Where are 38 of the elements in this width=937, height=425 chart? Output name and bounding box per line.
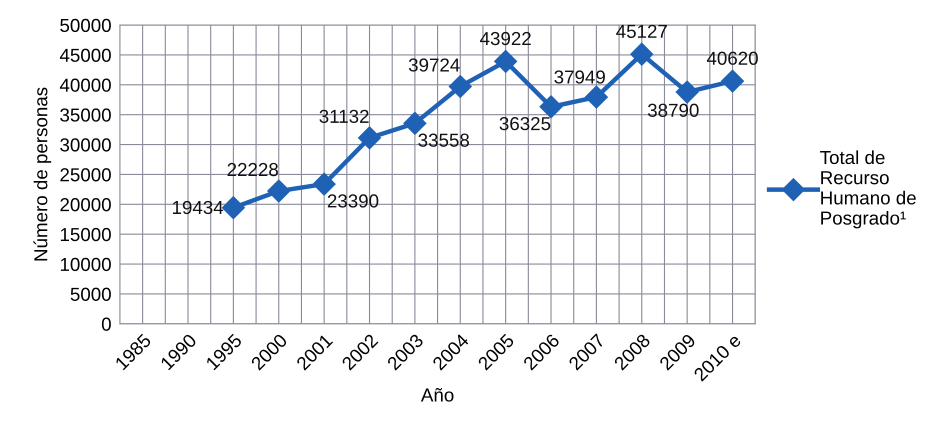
point — [267, 180, 290, 203]
y-tick-label: 35000 — [60, 108, 111, 122]
data-label: 45127 — [616, 24, 667, 38]
y-tick-label: 0 — [102, 318, 111, 331]
point — [721, 70, 744, 93]
point — [222, 196, 245, 220]
data-label: 38790 — [648, 104, 699, 117]
data-label: 43922 — [480, 32, 531, 46]
point — [494, 50, 518, 73]
y-tick-label: 45000 — [60, 48, 111, 62]
data-label: 40620 — [706, 52, 758, 65]
y-tick-label: 30000 — [60, 138, 111, 152]
data-label: 22228 — [228, 162, 278, 176]
y-axis-title: Número de personas — [33, 88, 52, 260]
y-tick-label: 5000 — [70, 288, 111, 301]
point — [312, 172, 336, 196]
point — [358, 126, 382, 150]
data-label: 36325 — [500, 117, 550, 130]
y-tick-label: 10000 — [60, 258, 111, 272]
y-tick-label: 50000 — [60, 18, 111, 32]
point — [676, 80, 699, 104]
point — [584, 86, 608, 109]
data-label: 33558 — [418, 134, 469, 147]
y-tick-label: 25000 — [60, 168, 111, 182]
point — [540, 95, 563, 118]
data-label: 39724 — [408, 58, 460, 72]
y-tick-label: 20000 — [60, 198, 111, 212]
data-label: 23390 — [328, 194, 378, 208]
point — [630, 42, 654, 66]
data-label: 31132 — [319, 110, 369, 124]
data-label: 37949 — [554, 70, 605, 84]
legend-label: Total de Recurso Humano de Posgrado¹ — [820, 150, 916, 228]
point — [448, 74, 472, 98]
point — [403, 112, 426, 135]
data-label: 19434 — [172, 200, 224, 214]
x-axis-title: Año — [420, 388, 454, 402]
y-tick-label: 40000 — [60, 78, 111, 92]
y-tick-label: 15000 — [60, 228, 111, 242]
